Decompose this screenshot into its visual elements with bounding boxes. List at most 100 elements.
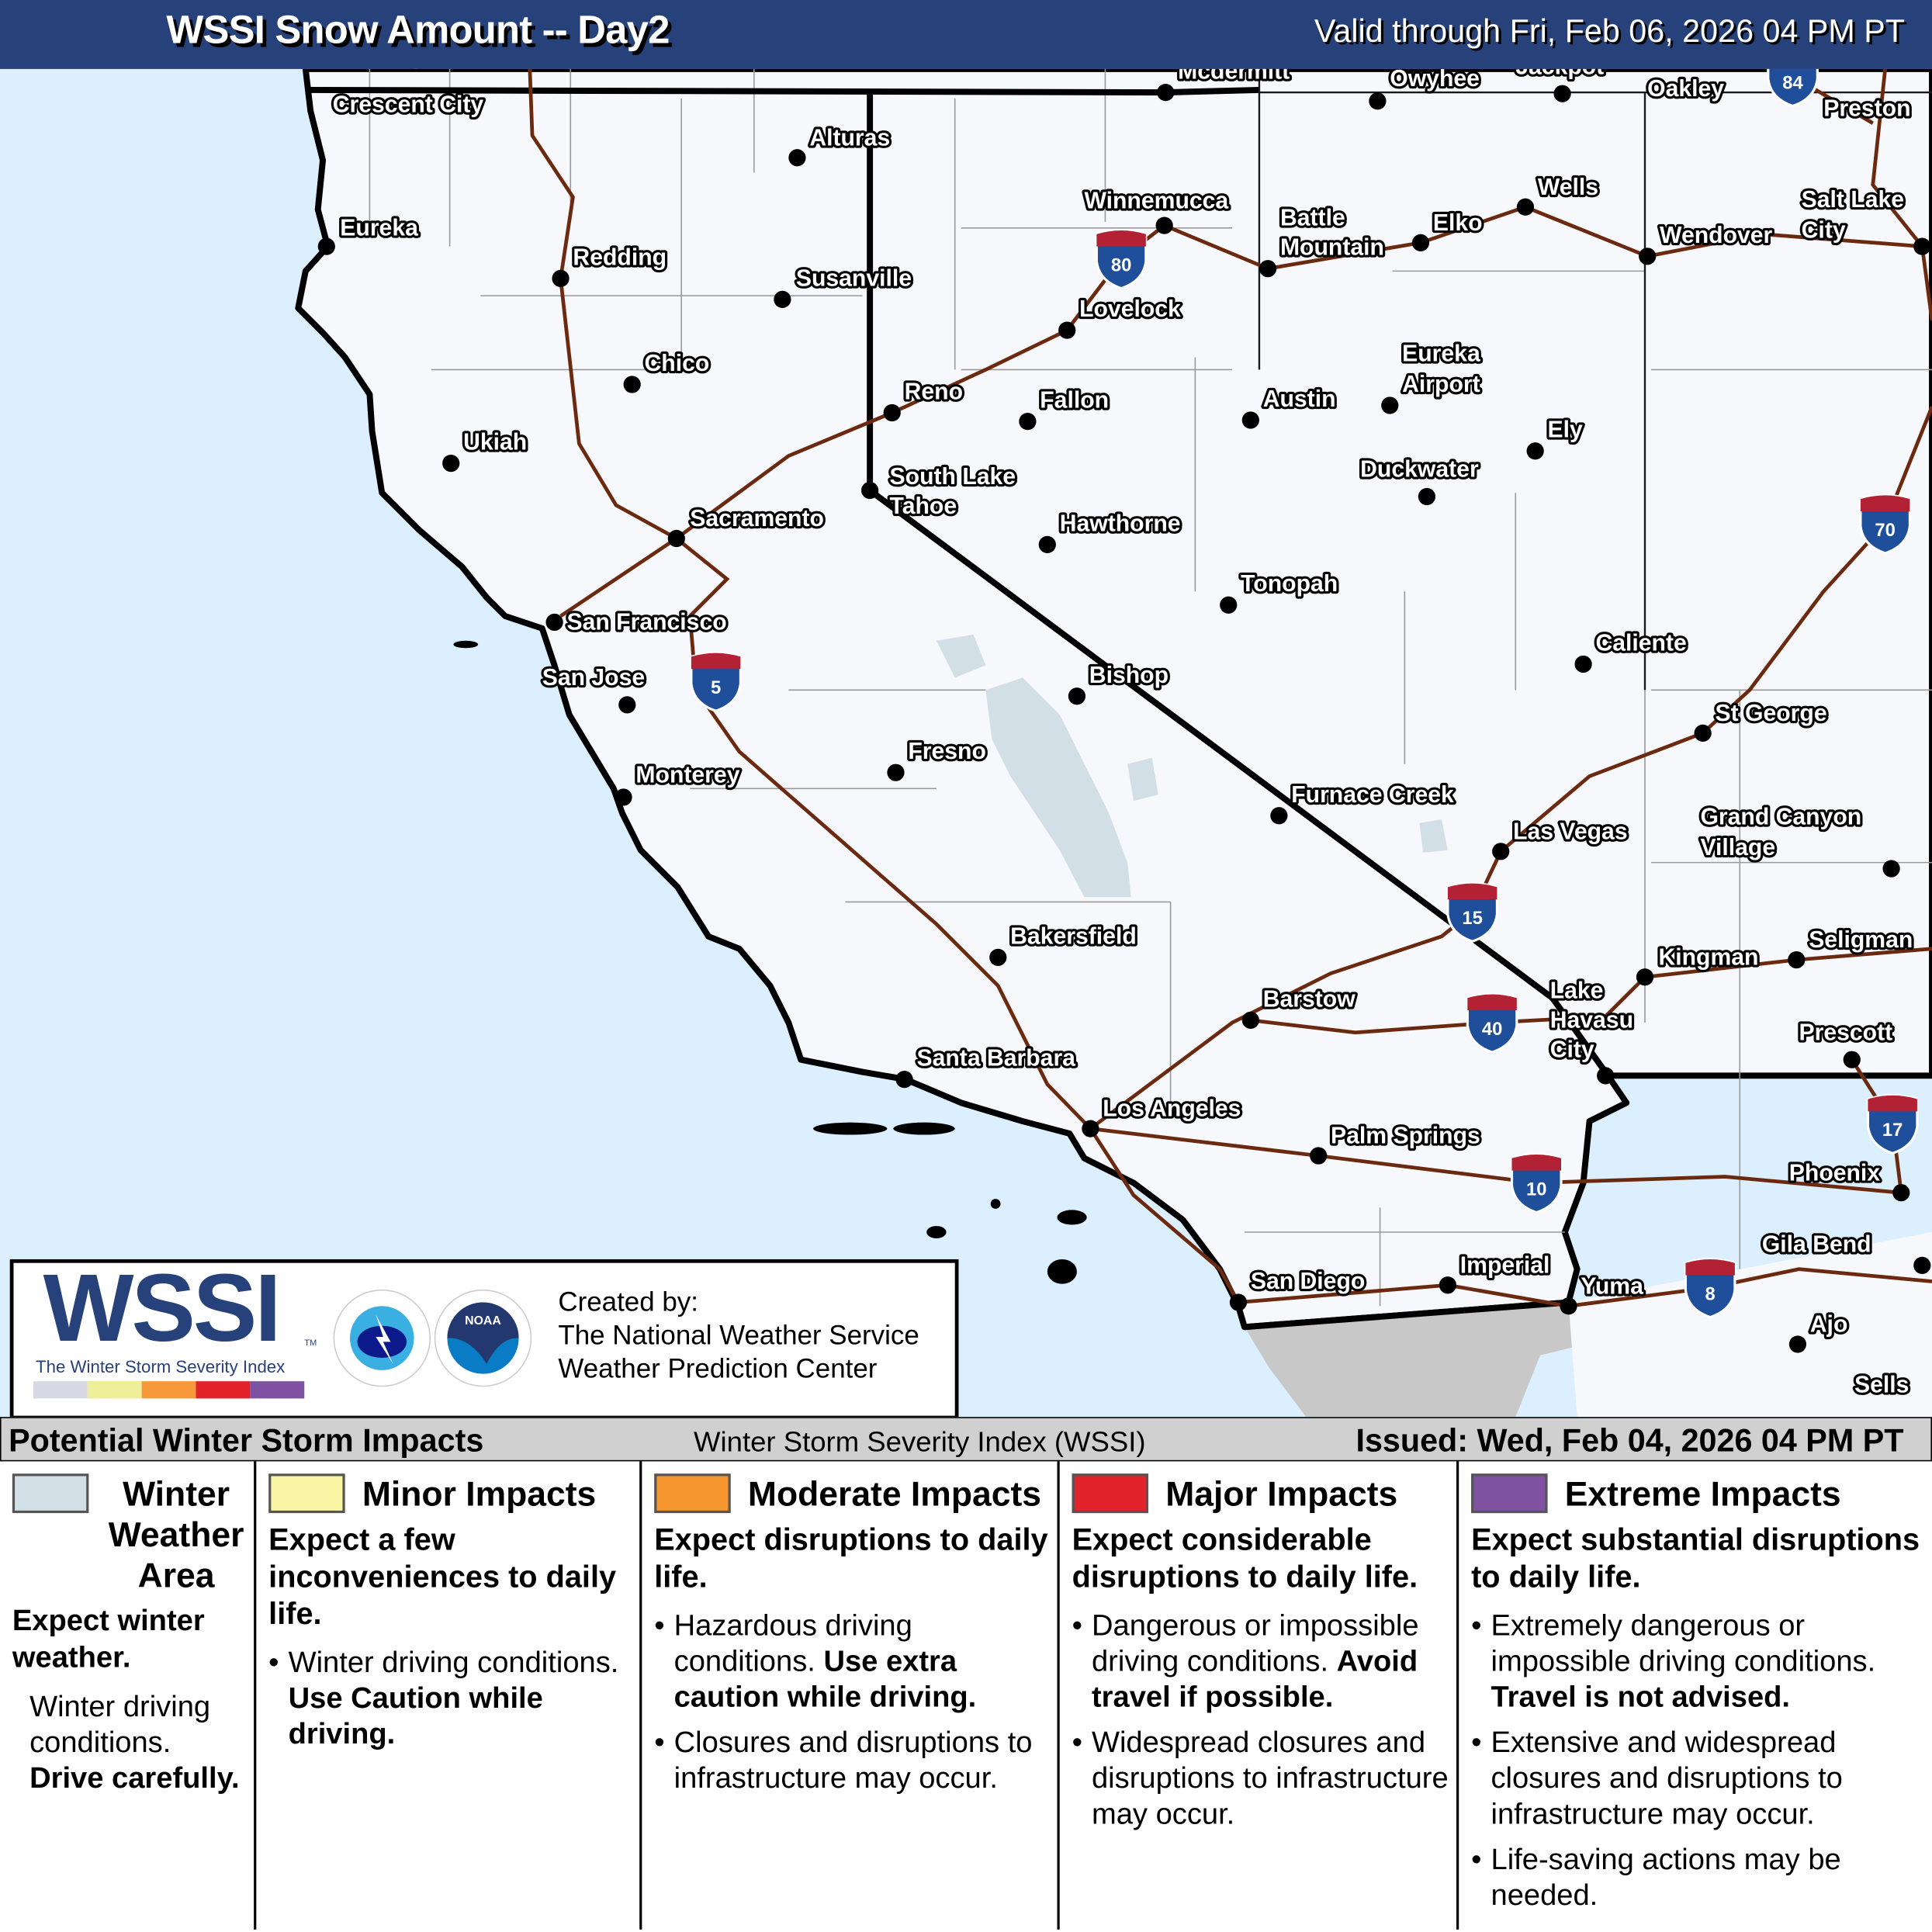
channel-islands [453, 640, 1087, 1284]
legend-bullet: • Widespread closures and disruptions to … [1072, 1726, 1449, 1831]
city-label: Palm Springs [1331, 1124, 1480, 1149]
city-susanville: Susanville [774, 263, 914, 309]
city-caliente: Caliente [1574, 628, 1689, 673]
legend-headline: Expect disruptions to daily life. [654, 1522, 1048, 1594]
city-label: Owyhee [1390, 69, 1480, 92]
svg-text:15: 15 [1462, 908, 1482, 929]
city-label: Sells [1854, 1372, 1909, 1397]
impacts-legend: Potential Winter Storm Impacts Winter St… [0, 1417, 1932, 1932]
legend-bullet: • Winter driving conditions. Use Caution … [268, 1646, 619, 1751]
legend-major-impacts: Major Impacts Expect considerable disrupt… [1060, 1461, 1459, 1930]
city-dot [442, 454, 460, 473]
land [295, 68, 1932, 1331]
city-label: San Francisco [566, 609, 726, 635]
legend-category-header: Major Impacts [1072, 1473, 1449, 1514]
city-dot [1038, 535, 1056, 554]
interstate-84-shield: 84 [1767, 68, 1819, 108]
land-az [1568, 1232, 1932, 1418]
city-dot [887, 763, 905, 781]
city-label: City [1802, 217, 1846, 243]
city-label: Lake [1550, 978, 1604, 1003]
city-label: San Diego [1251, 1269, 1365, 1294]
city-dot [989, 948, 1007, 966]
city-palm-springs: Palm Springs [1310, 1120, 1483, 1165]
city-dot [1882, 860, 1900, 878]
city-chico: Chico [623, 348, 712, 393]
city-san-diego: San Diego [1229, 1266, 1367, 1311]
svg-text:5: 5 [711, 677, 721, 698]
city-dot [1058, 321, 1076, 339]
city-label: Fallon [1040, 388, 1109, 414]
trademark: TM [304, 1339, 317, 1349]
legend-category-name: Minor Impacts [362, 1474, 597, 1514]
city-label: Tonopah [1241, 571, 1338, 597]
city-dot [1155, 216, 1173, 234]
legend-bullet: • Extensive and widespread closures and d… [1471, 1726, 1843, 1831]
city-santa-barbara: Santa Barbara [895, 1043, 1078, 1089]
city-label: Salt Lake [1802, 187, 1904, 213]
scale-swatch [141, 1381, 196, 1399]
scale-swatch [33, 1381, 88, 1399]
wssi-subtitle: The Winter Storm Severity Index [36, 1356, 286, 1376]
city-gila-bend: Gila Bend [1760, 1229, 1931, 1275]
credit-org-nws: The National Weather Service [558, 1319, 919, 1351]
city-label: Preston [1823, 95, 1910, 121]
city-label: Yuma [1581, 1273, 1643, 1299]
city-label: Susanville [796, 265, 912, 291]
city-label: Barstow [1263, 986, 1356, 1012]
legend-header: Potential Winter Storm Impacts Winter St… [0, 1417, 1932, 1462]
legend-minor-impacts: Minor Impacts Expect a few inconveniences… [256, 1461, 642, 1930]
svg-text:70: 70 [1875, 520, 1896, 541]
city-dot [1516, 198, 1535, 216]
city-dot [1082, 1120, 1099, 1137]
city-dot [1241, 1011, 1259, 1029]
city-dot [883, 403, 901, 422]
city-label: Lovelock [1079, 296, 1181, 322]
legend-category-name: Extreme Impacts [1564, 1474, 1841, 1514]
city-yuma: Yuma [1560, 1271, 1646, 1315]
svg-text:8: 8 [1705, 1283, 1716, 1304]
city-prescott: Prescott [1796, 1017, 1895, 1068]
credits: Created by: The National Weather Service… [558, 1285, 919, 1385]
city-label: Imperial [1460, 1252, 1550, 1278]
city-lovelock: Lovelock [1058, 294, 1183, 339]
city-label: Village [1700, 835, 1775, 860]
city-dot [1636, 968, 1654, 986]
interstate-15-shield: 15 [1446, 882, 1499, 943]
city-label: St George [1716, 701, 1827, 726]
city-dot [1492, 843, 1510, 860]
scale-swatch [250, 1381, 305, 1399]
legend-moderate-impacts: Moderate Impacts Expect disruptions to da… [642, 1461, 1060, 1930]
scale-swatch [196, 1381, 251, 1399]
legend-category-name: Major Impacts [1165, 1474, 1398, 1514]
city-austin: Austin [1241, 384, 1338, 429]
city-kingman: Kingman [1636, 942, 1761, 986]
city-dot [623, 376, 641, 393]
city-dot [788, 149, 806, 167]
legend-swatch [1072, 1473, 1149, 1514]
legend-title: Potential Winter Storm Impacts [9, 1421, 484, 1459]
city-dot [1892, 1184, 1910, 1202]
city-label: Los Angeles [1103, 1096, 1241, 1122]
city-label: Wells [1538, 175, 1598, 200]
city-fallon: Fallon [1019, 385, 1111, 431]
city-owyhee: Owyhee [1369, 69, 1482, 110]
interstate-5-shield: 5 [690, 652, 742, 712]
legend-category-header: Extreme Impacts [1471, 1473, 1924, 1514]
city-los-angeles: Los Angeles [1082, 1094, 1244, 1137]
city-label: Mcdermitt [1178, 69, 1290, 85]
city-dot [1439, 1276, 1457, 1294]
city-dot [1220, 596, 1238, 614]
city-label: Caliente [1595, 630, 1686, 656]
city-south-lake-tahoe: South Lake Tahoe [861, 462, 1018, 521]
city-jackpot: Jackpot [1513, 69, 1606, 102]
city-imperial: Imperial [1439, 1250, 1553, 1294]
legend-category-name: Moderate Impacts [747, 1474, 1041, 1514]
city-label: Redding [573, 244, 667, 270]
city-dot [1068, 687, 1086, 705]
city-barstow: Barstow [1241, 984, 1358, 1029]
header-bar: WSSI Snow Amount -- Day2 Valid through F… [0, 0, 1932, 69]
wssi-logo: WSSI [43, 1253, 282, 1362]
city-dot [1259, 260, 1277, 278]
city-hawthorne: Hawthorne [1038, 508, 1183, 554]
